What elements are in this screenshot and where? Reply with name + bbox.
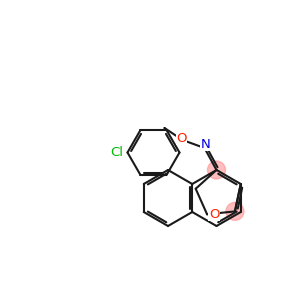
Text: O: O bbox=[176, 131, 187, 145]
Text: N: N bbox=[201, 137, 210, 151]
Circle shape bbox=[208, 161, 226, 179]
Circle shape bbox=[226, 202, 244, 220]
Text: O: O bbox=[209, 208, 219, 221]
Text: Cl: Cl bbox=[110, 146, 124, 159]
